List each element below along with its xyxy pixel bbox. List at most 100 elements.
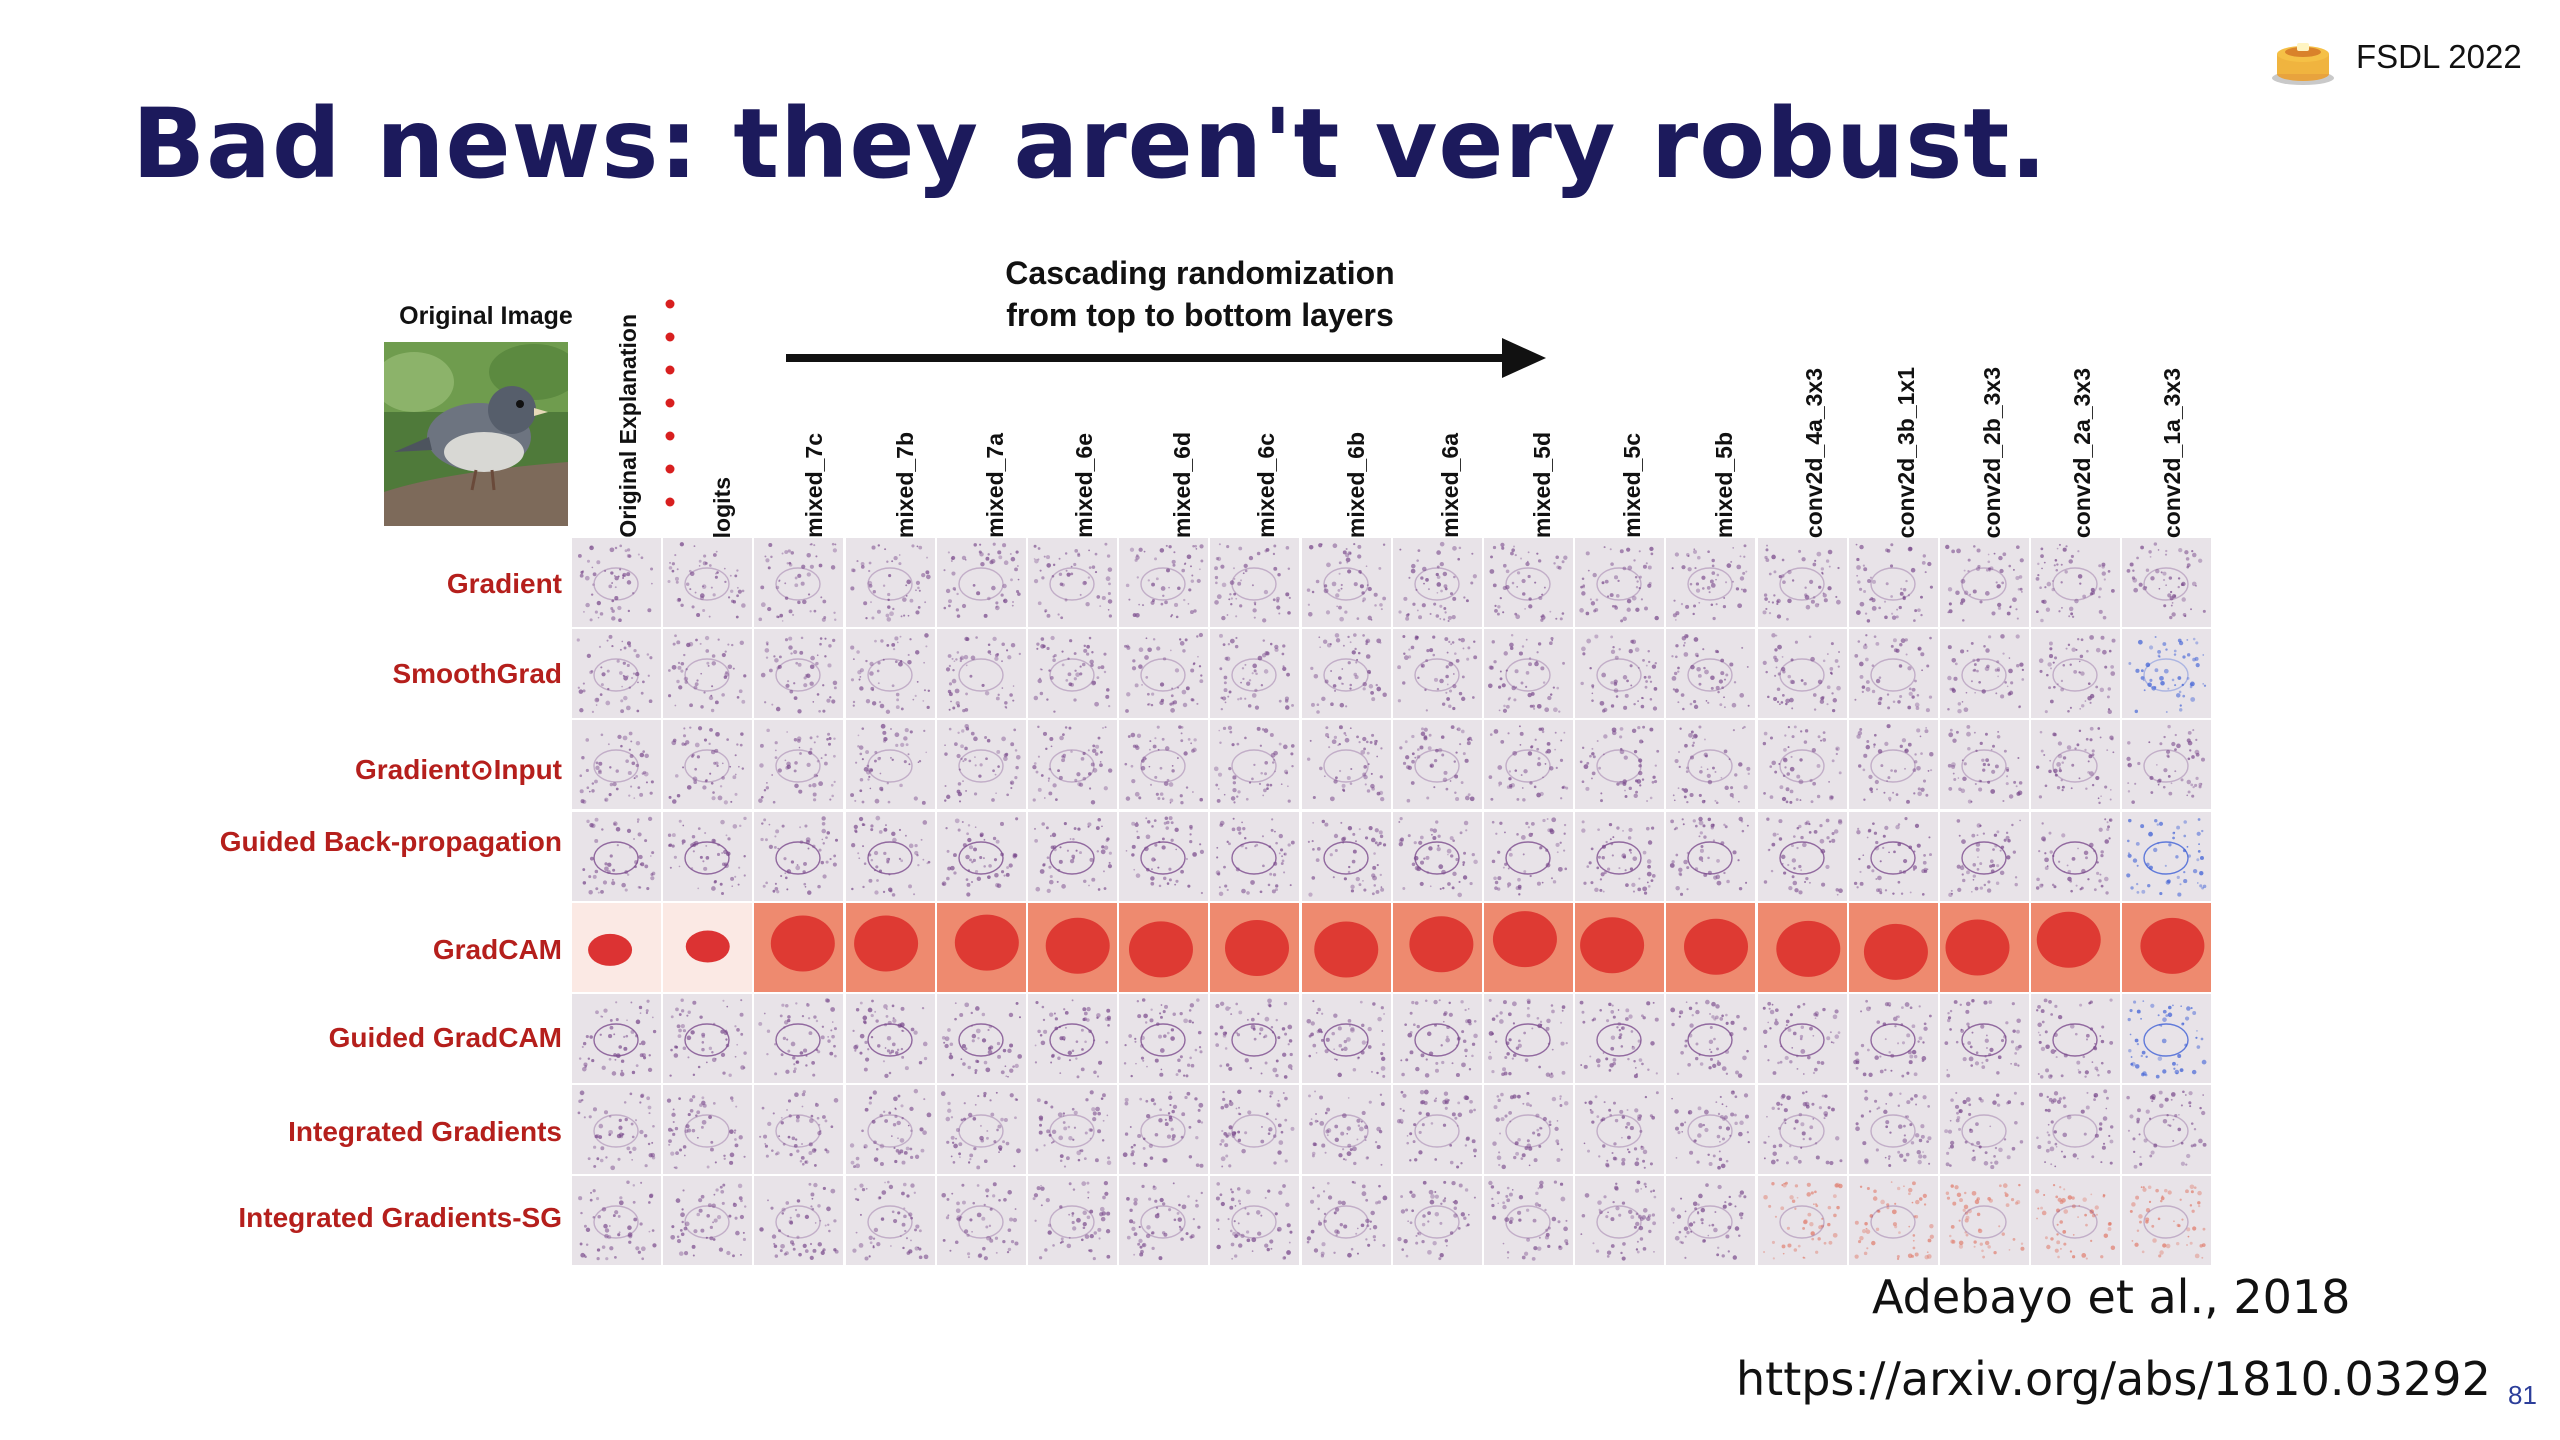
saliency-map-cell (663, 902, 753, 992)
page-number: 81 (2508, 1380, 2537, 1410)
row-label: Integrated Gradients (288, 1116, 562, 1147)
saliency-map-cell (1848, 811, 1938, 901)
saliency-map-cell (1484, 994, 1573, 1083)
row-label: Gradient (446, 568, 562, 599)
slide-title: Bad news: they aren't very robust. (132, 88, 2048, 200)
saliency-map-cell (1575, 902, 1665, 992)
bird-photo (374, 342, 579, 526)
column-label: conv2d_3b_1x1 (1893, 366, 1919, 538)
saliency-map-cell (663, 538, 753, 627)
column-label: mixed_6d (1169, 431, 1195, 538)
saliency-map-cell (1484, 1176, 1573, 1266)
saliency-map-cell (1119, 629, 1209, 719)
saliency-map-cell (1392, 1176, 1482, 1266)
row-label: Integrated Gradients-SG (238, 1202, 562, 1233)
saliency-map-cell (2031, 720, 2121, 810)
saliency-map-cell (1028, 720, 1117, 810)
saliency-map-cell (1848, 902, 1938, 992)
saliency-map-cell (754, 538, 844, 627)
saliency-map-cell (936, 720, 1026, 810)
saliency-map-cell (2031, 902, 2121, 992)
saliency-map-cell (754, 720, 844, 810)
saliency-map-cell (1392, 538, 1482, 627)
saliency-map-cell (1392, 720, 1482, 810)
saliency-map-cell (1575, 994, 1665, 1083)
saliency-map-cell (2031, 811, 2121, 901)
saliency-map-cell (1028, 994, 1117, 1083)
saliency-map-cell (2122, 538, 2212, 627)
saliency-map-cell (1210, 538, 1300, 627)
saliency-map-cell (2122, 1085, 2212, 1175)
saliency-map-cell (2122, 902, 2212, 992)
original-image-label: Original Image (399, 302, 573, 330)
saliency-map-cell (1301, 629, 1391, 719)
saliency-map-cell (1301, 994, 1391, 1083)
saliency-map-cell (936, 1085, 1026, 1175)
saliency-map-cell (845, 994, 935, 1083)
saliency-map-cell (1301, 1176, 1391, 1266)
saliency-map-cell (1210, 629, 1300, 719)
saliency-map-cell (1392, 902, 1482, 992)
saliency-map-cell (1484, 902, 1573, 992)
saliency-map-cell (2031, 538, 2121, 627)
saliency-map-cell (845, 538, 935, 627)
saliency-map-cell (1940, 538, 2029, 627)
saliency-map-cell (1484, 1085, 1573, 1175)
saliency-map-cell (2122, 994, 2212, 1083)
saliency-map-cell (936, 629, 1026, 719)
saliency-map-cell (1119, 720, 1209, 810)
saliency-map-cell (1757, 811, 1847, 901)
saliency-map-cell (1848, 994, 1938, 1083)
saliency-map-cell (1392, 629, 1482, 719)
saliency-map-cell (1940, 1085, 2029, 1175)
column-label: mixed_7b (892, 431, 918, 538)
saliency-map-cell (1028, 1176, 1117, 1266)
citation-authors: Adebayo et al., 2018 (1872, 1270, 2351, 1324)
saliency-map-cell (2031, 1085, 2121, 1175)
saliency-map-cell (1301, 538, 1391, 627)
saliency-map-cell (663, 1085, 753, 1175)
saliency-map-cell (936, 902, 1026, 992)
saliency-map-cell (1666, 902, 1756, 992)
row-label: SmoothGrad (392, 658, 562, 689)
saliency-map-cell (1119, 994, 1209, 1083)
column-label: mixed_5d (1529, 431, 1555, 538)
column-label: Original Explanation (615, 314, 641, 538)
saliency-map-cell (1301, 902, 1391, 992)
ellipsis-dots (665, 299, 675, 507)
saliency-map-cell (2031, 1176, 2121, 1266)
saliency-map-cell (663, 1176, 753, 1266)
saliency-map-cell (1666, 629, 1756, 719)
saliency-map-cell (1666, 1085, 1756, 1175)
row-label: Guided Back-propagation (202, 824, 562, 860)
saliency-map-cell (1940, 994, 2029, 1083)
row-label: Gradient⊙Input (354, 754, 562, 785)
saliency-map-cell (2031, 629, 2121, 719)
saliency-map-cell (1940, 629, 2029, 719)
saliency-map-cell (1666, 1176, 1756, 1266)
saliency-map-cell (2122, 720, 2212, 810)
saliency-map-cell (845, 720, 935, 810)
randomization-arrow (786, 338, 1546, 378)
saliency-map-cell (2122, 811, 2212, 901)
saliency-map-cell (1484, 720, 1573, 810)
saliency-map-cell (1119, 1176, 1209, 1266)
saliency-map-cell (1848, 1176, 1938, 1266)
saliency-map-cell (1575, 1085, 1665, 1175)
saliency-map-cell (572, 1085, 661, 1175)
saliency-map-cell (1575, 811, 1665, 901)
column-label: logits (709, 476, 735, 538)
saliency-map-cell (1757, 902, 1847, 992)
saliency-map-cell (1028, 538, 1117, 627)
citation-url[interactable]: https://arxiv.org/abs/1810.03292 (1736, 1352, 2491, 1406)
saliency-map-cell (1301, 720, 1391, 810)
saliency-map-cell (936, 1176, 1026, 1266)
column-label: mixed_6c (1253, 433, 1279, 538)
saliency-map-cell (1392, 811, 1482, 901)
saliency-map-cell (845, 629, 935, 719)
column-label: mixed_5c (1619, 433, 1645, 538)
saliency-map-cell (2122, 629, 2212, 719)
saliency-map-cell (1028, 811, 1117, 901)
saliency-map-cell (663, 811, 753, 901)
saliency-map-cell (1028, 629, 1117, 719)
